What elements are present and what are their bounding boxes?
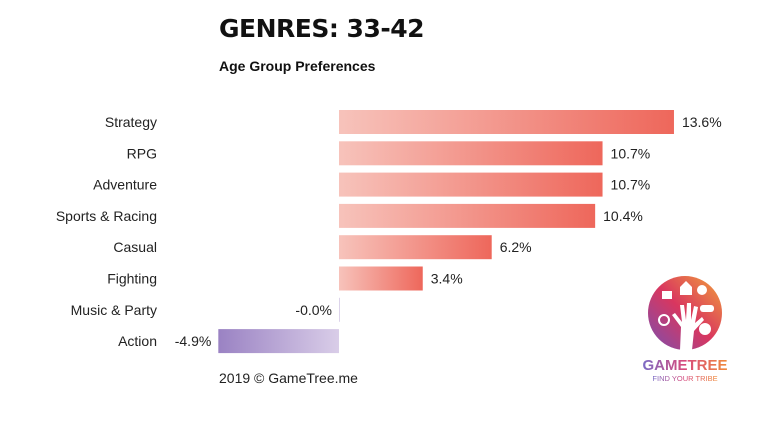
value-label: 3.4%	[431, 271, 463, 287]
bar-rpg	[339, 141, 603, 166]
category-label: Action	[118, 333, 157, 349]
logo-wordmark: GAMETREE	[642, 357, 727, 374]
chart-subtitle: Age Group Preferences	[219, 58, 376, 74]
chart-title: GENRES: 33-42	[219, 14, 425, 43]
logo-tagline: FIND YOUR TRIBE	[652, 374, 717, 383]
bar-fighting	[339, 266, 423, 291]
category-label: Adventure	[93, 177, 157, 193]
bar-music-party	[339, 297, 340, 322]
value-label: 10.7%	[611, 177, 651, 193]
gametree-logo: GAMETREE FIND YOUR TRIBE	[642, 276, 728, 383]
category-label: Casual	[113, 239, 157, 255]
value-label: -4.9%	[175, 333, 212, 349]
value-label: 6.2%	[500, 239, 532, 255]
bar-strategy	[339, 110, 674, 134]
bar-casual	[339, 235, 492, 260]
value-label: -0.0%	[295, 302, 332, 318]
category-label: Strategy	[105, 114, 157, 130]
category-label: RPG	[127, 145, 157, 161]
value-label: 10.4%	[603, 208, 643, 224]
category-label: Music & Party	[71, 302, 157, 318]
bar-sports-racing	[339, 203, 596, 228]
category-label: Sports & Racing	[56, 208, 157, 224]
bar-adventure	[339, 172, 603, 197]
value-label: 13.6%	[682, 114, 722, 130]
value-label: 10.7%	[611, 145, 651, 161]
category-label: Fighting	[107, 271, 157, 287]
copyright-footer: 2019 © GameTree.me	[219, 370, 358, 386]
bar-action	[218, 329, 339, 354]
